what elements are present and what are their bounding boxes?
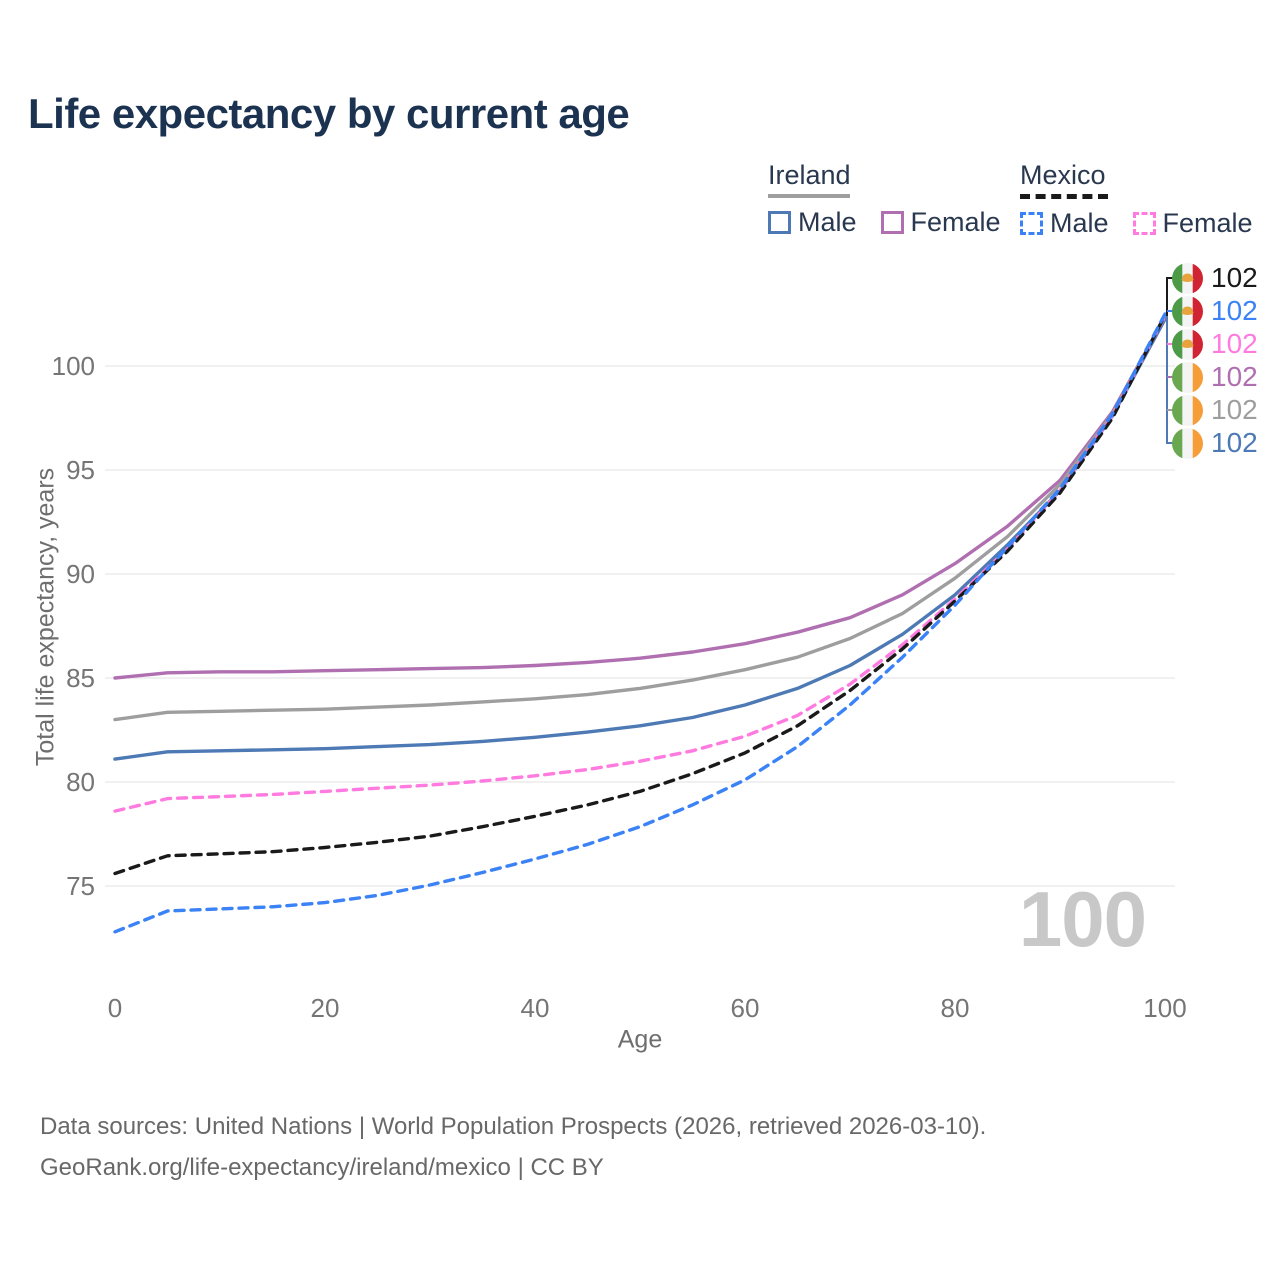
x-axis-title: Age <box>617 1025 663 1054</box>
y-tick-85: 85 <box>66 663 95 693</box>
ireland-flag-icon <box>1172 394 1203 426</box>
mexico-female-swatch <box>1132 212 1156 235</box>
end-label-value: 102 <box>1211 427 1258 458</box>
leader-line-bottom <box>1166 316 1173 444</box>
x-tick-40: 40 <box>521 993 550 1023</box>
y-tick-80: 80 <box>66 767 95 797</box>
end-label-ireland-3: 102 <box>1172 361 1258 393</box>
y-axis-title: Total life expectancy, years <box>31 467 60 767</box>
x-tick-0: 0 <box>108 993 122 1023</box>
mexico-flag-icon <box>1172 262 1203 294</box>
series-line-mexico-female[interactable] <box>113 314 1167 813</box>
legend-ireland-items: Male Female <box>768 207 1001 238</box>
legend-item-mexico-female[interactable]: Female <box>1132 208 1253 239</box>
end-label-value: 102 <box>1211 361 1258 392</box>
end-label-value: 102 <box>1211 328 1258 359</box>
watermark-age-indicator: 100 <box>1018 875 1147 963</box>
legend-item-ireland-female[interactable]: Female <box>880 207 1001 238</box>
chart-legend: Ireland Male Female Mexico Male <box>768 160 1268 240</box>
x-tick-80: 80 <box>941 993 970 1023</box>
end-label-value: 102 <box>1211 262 1258 293</box>
y-tick-100: 100 <box>52 351 95 381</box>
series-line-ireland-male[interactable] <box>113 317 1167 761</box>
series-line-mexico-both[interactable] <box>113 313 1167 876</box>
x-tick-20: 20 <box>311 993 340 1023</box>
legend-ireland-title[interactable]: Ireland <box>768 160 851 190</box>
legend-group-mexico: Mexico Male Female <box>1020 160 1253 239</box>
end-label-value: 102 <box>1211 295 1258 326</box>
ireland-male-swatch <box>768 211 791 234</box>
mexico-male-swatch <box>1020 212 1043 235</box>
footer-attribution: GeoRank.org/life-expectancy/ireland/mexi… <box>40 1154 604 1181</box>
page-title: Life expectancy by current age <box>28 90 630 137</box>
series-line-ireland-both[interactable] <box>113 316 1167 722</box>
legend-ireland-line-swatch <box>768 194 850 198</box>
y-tick-95: 95 <box>66 455 95 485</box>
leader-line-top <box>1166 277 1173 316</box>
legend-mexico-title[interactable]: Mexico <box>1020 160 1106 190</box>
series-line-ireland-female[interactable] <box>113 315 1167 680</box>
end-label-mexico-0: 102 <box>1172 262 1258 294</box>
end-label-value: 102 <box>1211 394 1258 425</box>
end-label-mexico-1: 102 <box>1172 295 1258 327</box>
x-tick-60: 60 <box>731 993 760 1023</box>
ireland-flag-icon <box>1172 361 1203 393</box>
end-label-mexico-2: 102 <box>1172 328 1258 360</box>
end-label-ireland-5: 102 <box>1172 427 1258 459</box>
series-line-mexico-male[interactable] <box>113 312 1167 934</box>
ireland-female-swatch <box>880 211 904 234</box>
mexico-flag-icon <box>1172 295 1203 327</box>
y-tick-90: 90 <box>66 559 95 589</box>
ireland-flag-icon <box>1172 427 1203 459</box>
footer: Data sources: United Nations | World Pop… <box>40 1106 986 1188</box>
legend-group-ireland: Ireland Male Female <box>768 160 1001 238</box>
x-tick-100: 100 <box>1143 993 1186 1023</box>
legend-item-ireland-male[interactable]: Male <box>768 207 857 238</box>
footer-data-sources: Data sources: United Nations | World Pop… <box>40 1113 987 1140</box>
end-label-ireland-4: 102 <box>1172 394 1258 426</box>
legend-mexico-items: Male Female <box>1020 208 1253 239</box>
legend-mexico-line-swatch <box>1020 194 1108 199</box>
legend-item-mexico-male[interactable]: Male <box>1020 208 1109 239</box>
y-tick-75: 75 <box>66 871 95 901</box>
mexico-flag-icon <box>1172 328 1203 360</box>
